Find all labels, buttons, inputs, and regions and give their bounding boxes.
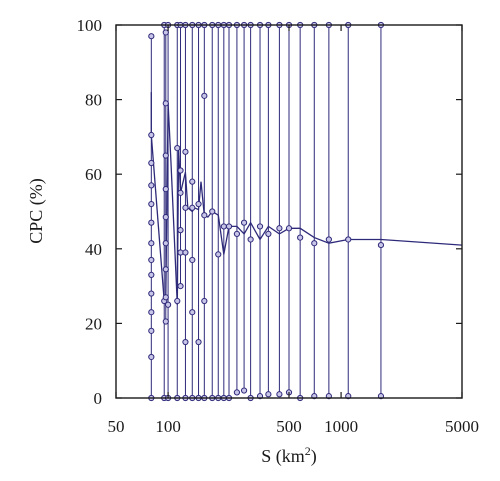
data-point-17-1 (256, 223, 264, 230)
y-tick-label-1: 20 (85, 314, 102, 333)
data-point-19-1 (276, 225, 283, 232)
data-point-0-5 (148, 271, 155, 279)
x-tick-label-4: 5000 (445, 417, 479, 436)
x-tick-3: 1000 (324, 25, 358, 436)
data-point-2-6 (162, 152, 169, 159)
data-point-0-8 (148, 219, 155, 226)
data-point-24-1 (345, 236, 352, 243)
data-point-18-1 (265, 230, 272, 237)
y-tick-1: 20 (85, 314, 462, 333)
data-point-7-4 (189, 178, 196, 185)
y-tick-label-5: 100 (77, 16, 103, 35)
data-point-7-1 (189, 309, 196, 316)
x-axis: 50 100 500 1000 5000 (108, 25, 479, 436)
data-point-18-0 (265, 391, 272, 398)
data-point-2-4 (162, 213, 169, 221)
data-point-5-0 (177, 283, 184, 290)
data-point-15-0 (240, 387, 248, 394)
y-tick-label-3: 60 (85, 165, 102, 184)
y-tick-2: 40 (85, 240, 462, 259)
x-tick-label-1: 100 (155, 417, 181, 436)
data-point-9-3 (201, 92, 208, 99)
data-point-25-1 (377, 241, 385, 249)
data-point-0-11 (148, 159, 155, 167)
y-axis: 0 20 40 60 80 100 (77, 16, 462, 408)
data-point-19-0 (276, 391, 283, 398)
data-point-14-1 (233, 230, 241, 237)
data-point-14-0 (233, 389, 241, 396)
x-tick-label-0: 50 (108, 417, 125, 436)
data-point-0-13 (148, 33, 155, 40)
data-point-0-4 (148, 290, 155, 297)
x-tick-2: 500 (276, 25, 302, 436)
x-tick-1: 100 (155, 25, 181, 436)
data-point-22-1 (311, 240, 318, 247)
data-point-5-3 (177, 189, 184, 196)
data-point-9-1 (201, 297, 208, 305)
y-tick-5: 100 (77, 16, 462, 35)
data-point-13-1 (225, 223, 233, 230)
data-point-2-7 (162, 100, 169, 107)
data-point-4-1 (174, 297, 181, 305)
x-tick-label-2: 500 (276, 417, 302, 436)
x-tick-0: 50 (108, 25, 125, 436)
data-point-20-1 (285, 225, 293, 232)
data-point-0-2 (148, 327, 155, 334)
y-axis-label: CPC (%) (26, 178, 47, 244)
data-point-0-1 (148, 353, 155, 361)
data-point-8-1 (195, 338, 202, 346)
data-point-2-5 (162, 186, 169, 193)
data-point-0-12 (148, 131, 155, 139)
x-axis-label: S (km2) (261, 444, 317, 467)
data-point-3-1 (164, 301, 172, 308)
x-tick-4: 5000 (445, 25, 479, 436)
data-point-6-4 (182, 148, 189, 155)
y-tick-label-4: 80 (85, 91, 102, 110)
data-point-11-1 (215, 251, 222, 258)
data-point-12-1 (220, 223, 227, 230)
y-tick-label-0: 0 (94, 389, 103, 408)
data-point-5-1 (177, 249, 184, 256)
data-point-4-2 (174, 144, 181, 152)
data-point-6-2 (182, 249, 189, 256)
data-point-5-2 (177, 227, 184, 234)
data-point-9-2 (201, 212, 208, 219)
y-tick-0: 0 (94, 389, 462, 408)
data-point-2-0 (162, 318, 169, 325)
data-point-2-8 (162, 29, 169, 36)
data-point-10-1 (209, 208, 216, 215)
data-point-16-1 (247, 236, 254, 243)
data-point-6-1 (182, 338, 189, 346)
x-tick-label-3: 1000 (324, 417, 358, 436)
chart-marks (148, 21, 463, 402)
series-line-0 (150, 92, 463, 305)
data-point-15-1 (240, 219, 248, 226)
data-point-2-2 (162, 266, 169, 273)
y-tick-label-2: 40 (85, 240, 102, 259)
data-point-5-4 (177, 167, 184, 174)
data-point-0-6 (148, 256, 155, 264)
y-tick-4: 80 (85, 91, 462, 110)
data-point-0-10 (148, 182, 155, 189)
y-tick-3: 60 (85, 165, 462, 184)
data-point-0-3 (148, 309, 155, 316)
data-point-23-1 (325, 236, 332, 243)
data-point-6-3 (182, 204, 189, 211)
data-point-21-1 (297, 234, 304, 241)
data-point-2-3 (162, 240, 169, 247)
data-point-2-1 (162, 294, 169, 301)
data-point-7-3 (189, 204, 196, 211)
data-point-0-9 (148, 200, 155, 208)
data-point-0-7 (148, 240, 155, 247)
data-point-8-2 (195, 200, 202, 208)
data-point-7-2 (189, 256, 196, 264)
